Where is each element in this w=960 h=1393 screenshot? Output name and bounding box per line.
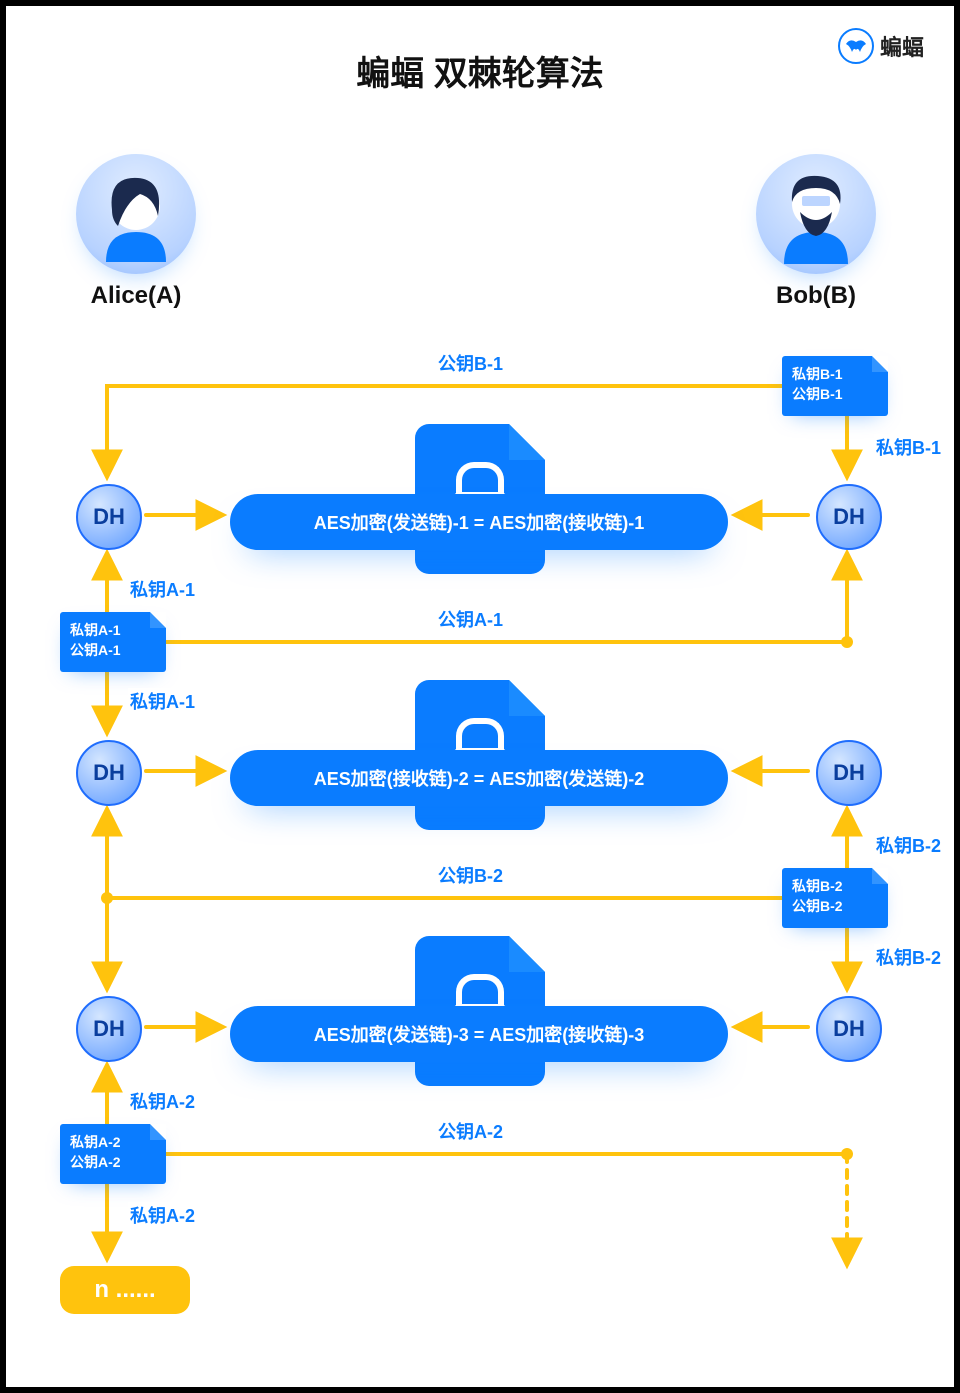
dh-node-b1: DH: [816, 484, 882, 550]
keybox-b1-line1: 私钥B-1: [792, 364, 878, 384]
label-privkey-a2-up: 私钥A-2: [128, 1088, 197, 1114]
keybox-a1: 私钥A-1 公钥A-1: [60, 612, 166, 672]
avatar-bob: [756, 154, 876, 274]
keybox-b2: 私钥B-2 公钥B-2: [782, 868, 888, 928]
keybox-a2-line1: 私钥A-2: [70, 1132, 156, 1152]
keybox-b2-line2: 公钥B-2: [792, 896, 878, 916]
keybox-b2-line1: 私钥B-2: [792, 876, 878, 896]
label-privkey-b1: 私钥B-1: [874, 434, 943, 460]
keybox-a1-line2: 公钥A-1: [70, 640, 156, 660]
keybox-b1-line2: 公钥B-1: [792, 384, 878, 404]
avatar-alice: [76, 154, 196, 274]
label-privkey-b2-up: 私钥B-2: [874, 832, 943, 858]
dh-node-a3: DH: [76, 996, 142, 1062]
page-title: 蝙蝠 双棘轮算法: [6, 46, 954, 95]
dh-node-b2: DH: [816, 740, 882, 806]
avatar-bob-label: Bob(B): [736, 282, 896, 310]
label-privkey-a2-dn: 私钥A-2: [128, 1202, 197, 1228]
continuation-n-pill: n ......: [60, 1266, 190, 1314]
keybox-a2: 私钥A-2 公钥A-2: [60, 1124, 166, 1184]
aes-pill-1: AES加密(发送链)-1 = AES加密(接收链)-1: [230, 494, 728, 550]
dh-node-b3: DH: [816, 996, 882, 1062]
aes-pill-3: AES加密(发送链)-3 = AES加密(接收链)-3: [230, 1006, 728, 1062]
label-pubkey-a2: 公钥A-2: [436, 1118, 505, 1144]
keybox-a1-line1: 私钥A-1: [70, 620, 156, 640]
dh-node-a2: DH: [76, 740, 142, 806]
label-pubkey-b2: 公钥B-2: [436, 862, 505, 888]
aes-pill-2: AES加密(接收链)-2 = AES加密(发送链)-2: [230, 750, 728, 806]
label-privkey-a1-up: 私钥A-1: [128, 576, 197, 602]
keybox-b1: 私钥B-1 公钥B-1: [782, 356, 888, 416]
label-pubkey-a1: 公钥A-1: [436, 606, 505, 632]
label-privkey-b2-dn: 私钥B-2: [874, 944, 943, 970]
avatar-alice-label: Alice(A): [56, 282, 216, 310]
keybox-a2-line2: 公钥A-2: [70, 1152, 156, 1172]
label-pubkey-b1: 公钥B-1: [436, 350, 505, 376]
label-privkey-a1-dn: 私钥A-1: [128, 688, 197, 714]
dh-node-a1: DH: [76, 484, 142, 550]
